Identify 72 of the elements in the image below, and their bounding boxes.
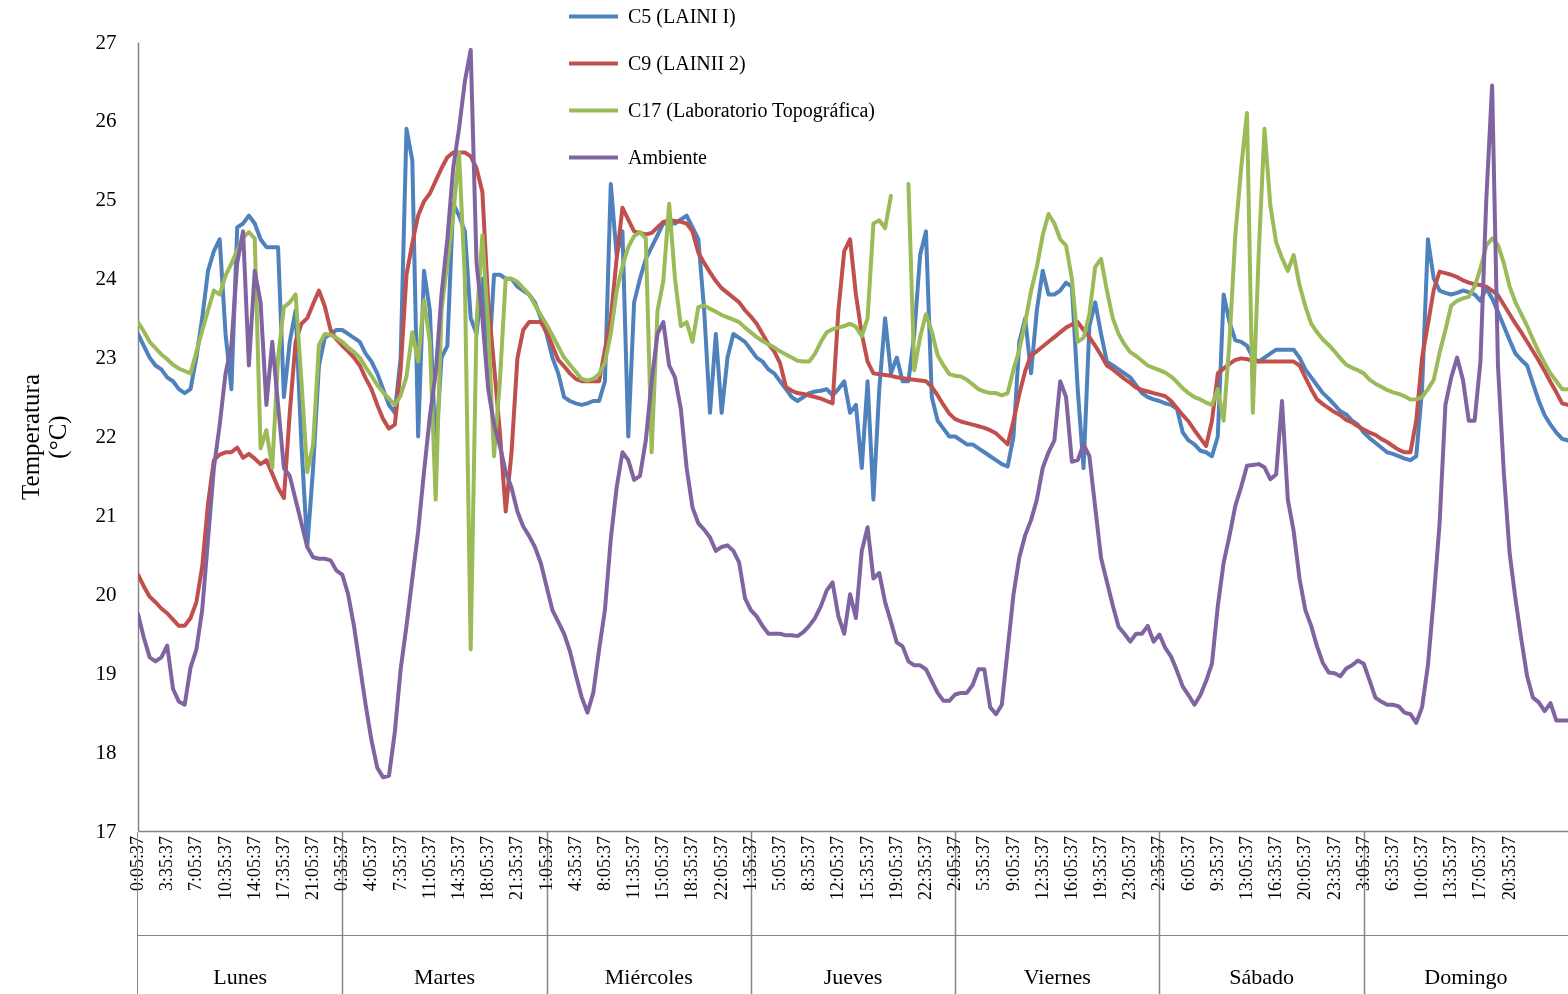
y-axis-title: Temperatura (°C) xyxy=(16,374,72,500)
y-tick-label: 19 xyxy=(95,660,117,685)
x-tick-label: 8:35:37 xyxy=(798,836,819,892)
y-tick-label: 23 xyxy=(95,345,117,370)
x-tick-label: 13:35:37 xyxy=(1440,836,1461,901)
y-tick-label: 21 xyxy=(95,502,117,527)
x-tick-label: 2:35:37 xyxy=(1148,836,1169,892)
line-series xyxy=(138,47,1568,780)
y-tick-label: 18 xyxy=(95,739,117,764)
x-tick-label: 16:35:37 xyxy=(1265,836,1286,901)
x-tick-label: 17:35:37 xyxy=(272,836,293,901)
text: Lunes xyxy=(213,964,268,989)
x-tick-label: 12:35:37 xyxy=(1031,836,1052,901)
x-tick-label: 10:05:37 xyxy=(1411,836,1432,901)
x-tick-label: 7:35:37 xyxy=(389,836,410,892)
y-tick-label: 17 xyxy=(95,818,117,843)
x-tick-label: 14:35:37 xyxy=(448,836,469,901)
y-tick-label: 22 xyxy=(95,424,117,448)
text: Viernes xyxy=(1023,964,1091,989)
x-tick-label: 17:05:37 xyxy=(1469,836,1490,901)
text: Sábado xyxy=(1229,964,1294,989)
x-tick-label: 6:35:37 xyxy=(1381,836,1402,892)
text: Miércoles xyxy=(604,964,693,989)
x-tick-label: 9:35:37 xyxy=(1206,836,1227,892)
x-tick-label: 4:05:37 xyxy=(360,836,381,892)
x-tick-label: 11:35:37 xyxy=(623,836,644,900)
x-tick-label: 21:05:37 xyxy=(302,836,323,901)
x-tick-label: 21:35:37 xyxy=(506,836,527,901)
y-tick-label: 26 xyxy=(95,108,117,133)
x-tick-label: 18:35:37 xyxy=(681,836,702,901)
text: Domingo xyxy=(1424,964,1508,989)
x-tick-label: 1:35:37 xyxy=(739,836,760,892)
legend-label: Ambiente xyxy=(628,145,707,168)
legend-label: C5 (LAINI I) xyxy=(628,4,736,28)
x-tick-label: 14:05:37 xyxy=(243,836,264,901)
x-tick-label: 0:35:37 xyxy=(331,836,352,892)
x-tick-label: 0:05:37 xyxy=(127,836,147,892)
x-tick-label: 2:05:37 xyxy=(944,836,965,892)
x-tick-label: 20:35:37 xyxy=(1498,836,1519,901)
x-tick-label: 12:05:37 xyxy=(827,836,848,901)
y-tick-label: 25 xyxy=(95,187,117,212)
x-tick-label: 11:05:37 xyxy=(418,836,439,900)
x-tick-label: 22:05:37 xyxy=(710,836,731,901)
x-tick-label: 22:35:37 xyxy=(914,836,935,901)
x-tick-label: 10:35:37 xyxy=(214,836,235,901)
y-tick-label: 27 xyxy=(95,29,117,54)
x-tick-label: 8:05:37 xyxy=(593,836,614,892)
text: Martes xyxy=(413,964,475,989)
legend-label: C9 (LAINII 2) xyxy=(628,51,746,75)
x-tick-label: 1:05:37 xyxy=(535,836,556,892)
x-tick-label: 7:05:37 xyxy=(185,836,206,892)
x-tick-label: 13:05:37 xyxy=(1235,836,1256,901)
text: Jueves xyxy=(823,964,883,989)
x-tick-label: 6:05:37 xyxy=(1177,836,1198,892)
x-tick-label: 23:35:37 xyxy=(1323,836,1344,901)
x-tick-label: 19:35:37 xyxy=(1090,836,1111,901)
x-tick-label: 19:05:37 xyxy=(885,836,906,901)
x-tick-label: 15:35:37 xyxy=(856,836,877,901)
x-tick-label: 4:35:37 xyxy=(564,836,585,892)
x-tick-label: 3:35:37 xyxy=(156,836,177,892)
y-tick-label: 24 xyxy=(95,266,117,291)
x-tick-label: 18:05:37 xyxy=(477,836,498,901)
y-tick-label: 20 xyxy=(95,581,117,606)
x-tick-label: 3:05:37 xyxy=(1352,836,1373,892)
x-tick-label: 23:05:37 xyxy=(1119,836,1140,901)
x-tick-label: 16:05:37 xyxy=(1060,836,1081,901)
x-tick-label: 9:05:37 xyxy=(1002,836,1023,892)
x-tick-label: 5:35:37 xyxy=(973,836,994,892)
x-tick-label: 15:05:37 xyxy=(652,836,673,901)
legend-label: C17 (Laboratorio Topográfica) xyxy=(628,98,876,122)
x-tick-label: 5:05:37 xyxy=(769,836,790,892)
x-tick-label: 20:05:37 xyxy=(1294,836,1315,901)
